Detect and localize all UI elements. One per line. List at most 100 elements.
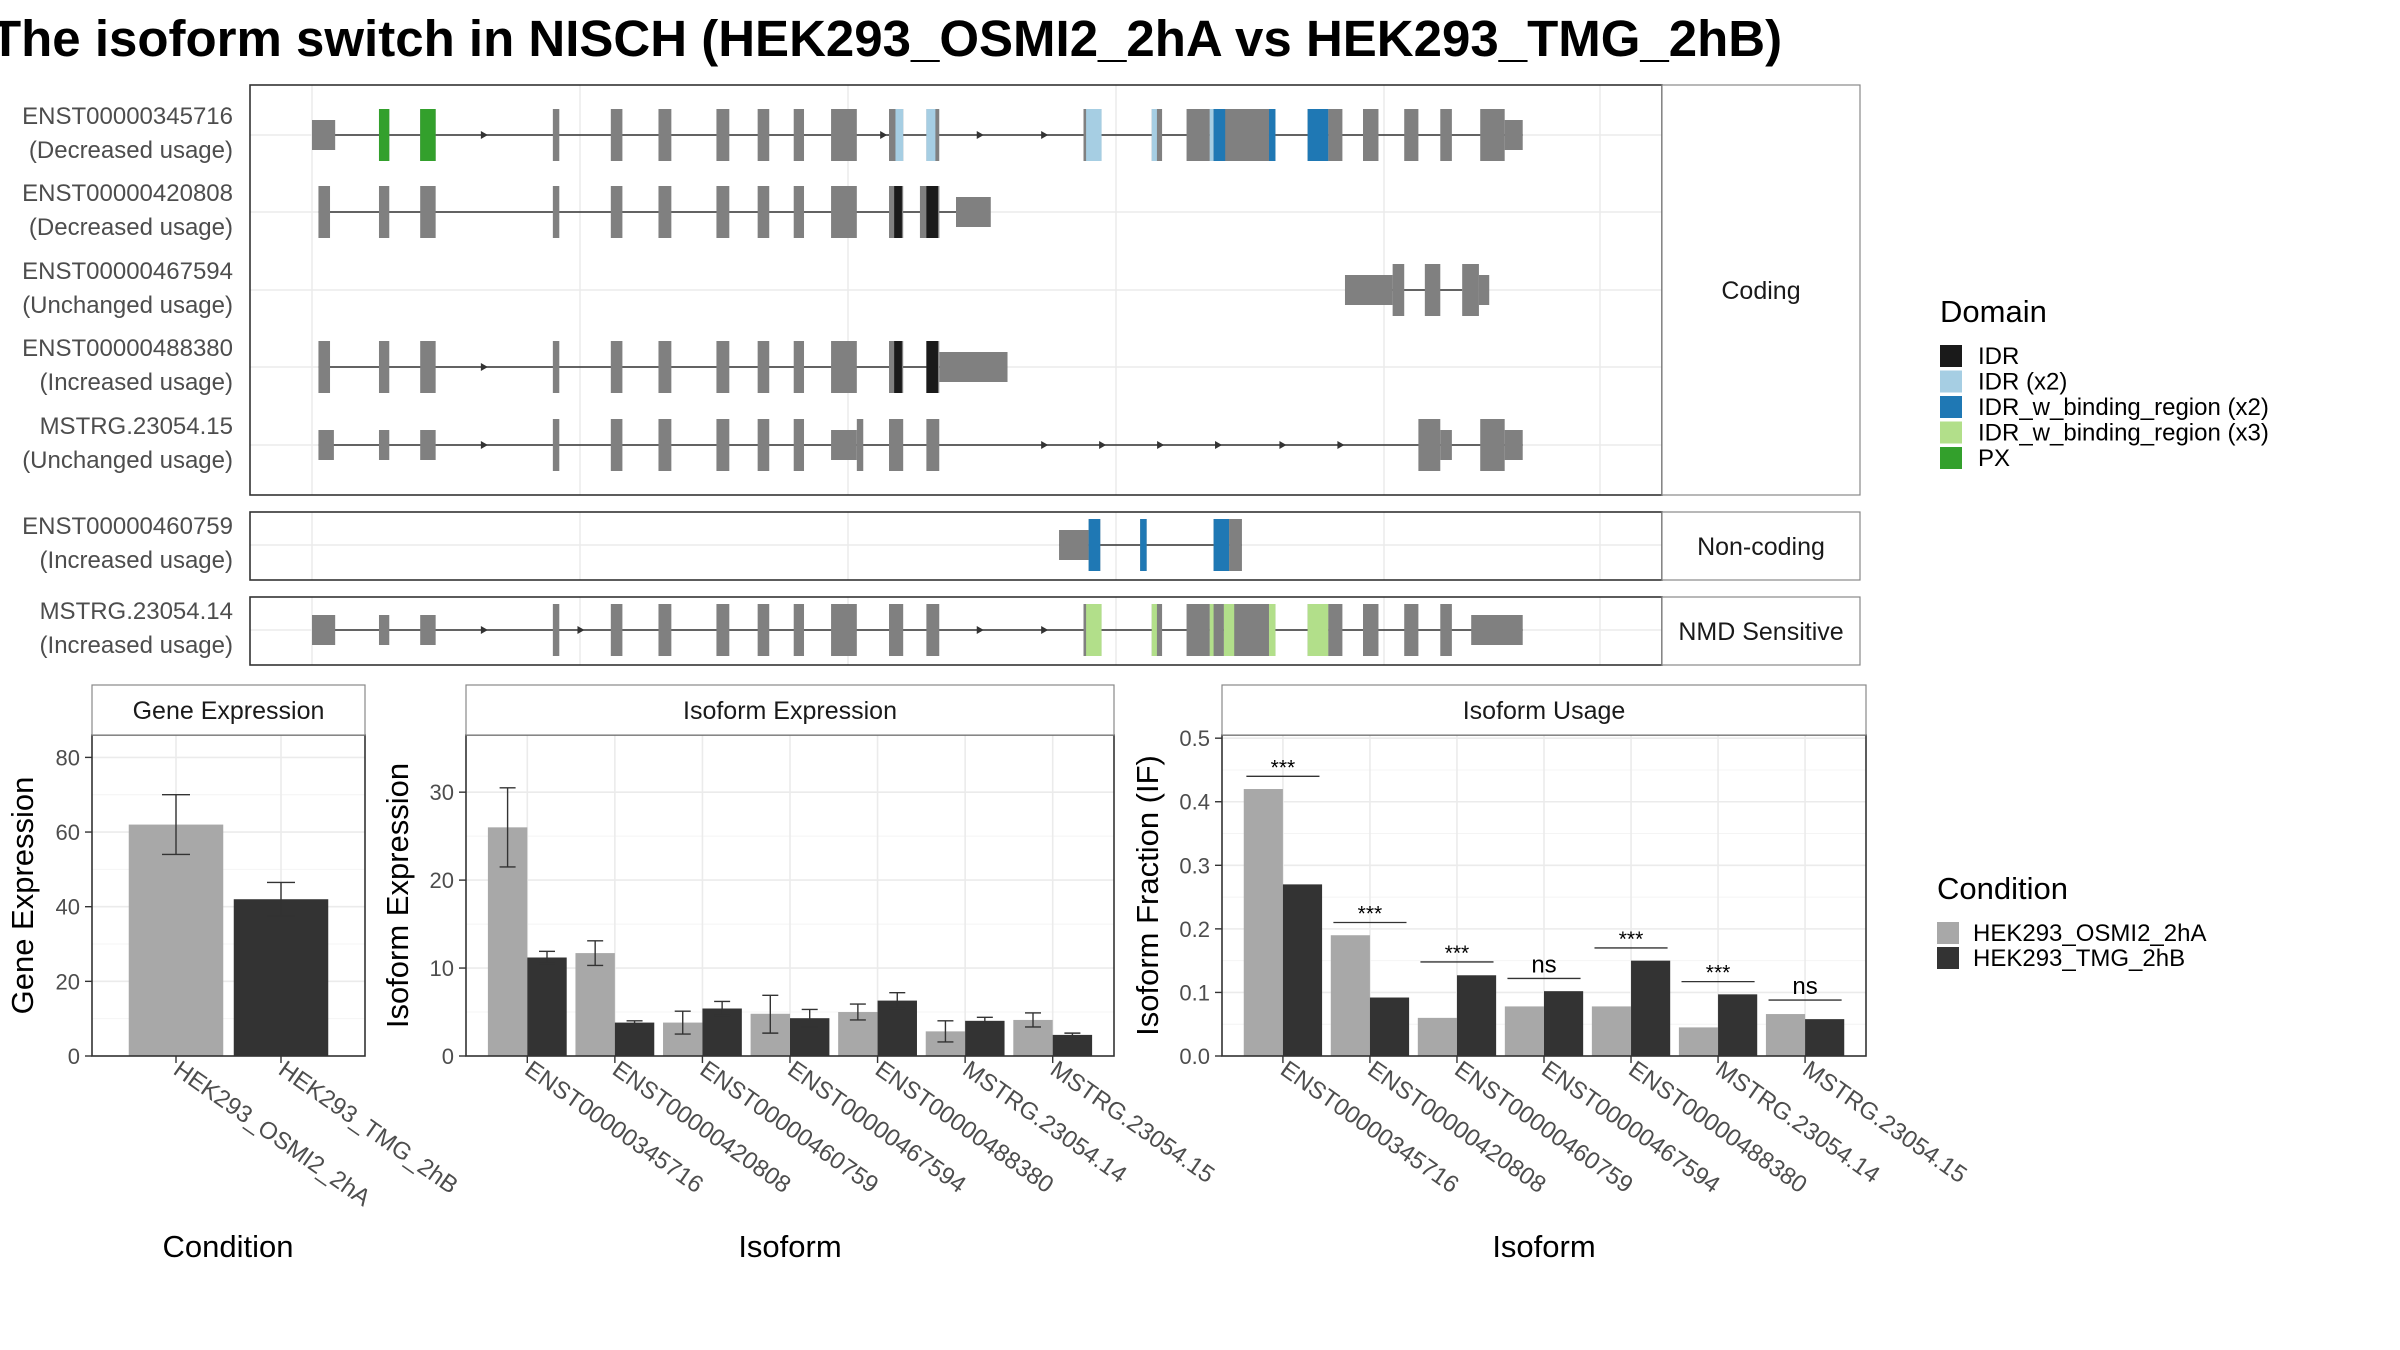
domain-block bbox=[895, 109, 904, 161]
significance-label: *** bbox=[1706, 962, 1731, 985]
coding-exon bbox=[658, 604, 672, 656]
bar bbox=[527, 957, 567, 1056]
coding-exon bbox=[831, 109, 857, 161]
utr-exon bbox=[1504, 430, 1523, 460]
domain-block bbox=[1209, 109, 1214, 161]
coding-exon bbox=[552, 419, 560, 471]
condition-legend-key bbox=[1937, 922, 1959, 944]
coding-exon bbox=[831, 186, 857, 238]
utr-exon bbox=[378, 615, 390, 645]
coding-exon bbox=[1480, 109, 1505, 161]
coding-exon bbox=[1363, 109, 1379, 161]
x-axis-title: Condition bbox=[163, 1229, 294, 1264]
y-tick-label: 0.1 bbox=[1179, 980, 1210, 1005]
figure-title: The isoform switch in NISCH (HEK293_OSMI… bbox=[0, 10, 1782, 67]
direction-arrow bbox=[1157, 441, 1165, 449]
bar bbox=[877, 1000, 917, 1056]
condition-legend-key bbox=[1937, 947, 1959, 969]
utr-exon bbox=[1478, 275, 1490, 305]
utr-exon bbox=[831, 430, 857, 460]
bar bbox=[575, 953, 615, 1056]
bar bbox=[1805, 1019, 1845, 1056]
coding-exon bbox=[793, 419, 805, 471]
utr-exon bbox=[312, 120, 336, 150]
bar bbox=[1765, 1014, 1806, 1056]
bar bbox=[1678, 1027, 1719, 1056]
facet-non-coding: Non-coding ENST00000460759 (Increased usag… bbox=[22, 511, 1861, 581]
domain-block bbox=[894, 341, 902, 393]
coding-exon bbox=[716, 186, 730, 238]
transcript-usage-label: (Increased usage) bbox=[40, 547, 233, 574]
facet-strip bbox=[1661, 511, 1861, 581]
transcript-structure-plot: Coding ENST00000345716 (Decreased usage) EN… bbox=[22, 84, 1861, 666]
domain-block bbox=[926, 341, 938, 393]
transcript-usage-label: (Unchanged usage) bbox=[22, 292, 233, 319]
domain-legend-key bbox=[1940, 396, 1962, 418]
transcript-id-label: ENST00000420808 bbox=[22, 180, 233, 207]
condition-legend-label: HEK293_TMG_2hB bbox=[1973, 945, 2185, 972]
facet-strip bbox=[1661, 84, 1861, 496]
significance-label: ns bbox=[1792, 973, 1817, 1000]
coding-exon bbox=[318, 341, 331, 393]
bar bbox=[1417, 1017, 1457, 1056]
utr-exon bbox=[1471, 615, 1523, 645]
x-axis-title: Isoform bbox=[738, 1229, 841, 1264]
facet-strip bbox=[1661, 596, 1861, 666]
bar bbox=[1369, 997, 1410, 1056]
coding-exon bbox=[1328, 604, 1343, 656]
direction-arrow bbox=[1041, 441, 1049, 449]
bar bbox=[233, 899, 329, 1056]
y-tick-label: 80 bbox=[56, 745, 80, 770]
coding-exon bbox=[552, 109, 560, 161]
bar bbox=[1504, 1006, 1544, 1056]
coding-exon bbox=[1418, 419, 1441, 471]
y-tick-label: 0.4 bbox=[1179, 790, 1210, 815]
coding-exon bbox=[610, 186, 623, 238]
coding-exon bbox=[889, 604, 904, 656]
bar bbox=[1591, 1006, 1632, 1056]
coding-exon bbox=[610, 341, 623, 393]
coding-exon bbox=[757, 186, 770, 238]
utr-exon bbox=[420, 615, 436, 645]
bar bbox=[128, 824, 224, 1056]
domain-block bbox=[1307, 109, 1329, 161]
isoform-usage-panel: *** *** *** ns *** *** ns Isoform Usage 0.0 0.1 0.… bbox=[1130, 684, 1972, 1264]
direction-arrow bbox=[1041, 131, 1049, 139]
coding-exon bbox=[378, 186, 390, 238]
x-tick-label: MSTRG.23054.15 bbox=[1045, 1056, 1219, 1189]
utr-exon bbox=[318, 430, 334, 460]
domain-block bbox=[378, 109, 390, 161]
utr-exon bbox=[420, 430, 436, 460]
y-tick-label: 30 bbox=[430, 780, 454, 805]
y-tick-label: 60 bbox=[56, 820, 80, 845]
domain-block bbox=[1140, 519, 1147, 571]
coding-exon bbox=[926, 419, 940, 471]
coding-exon bbox=[1229, 519, 1242, 571]
bar bbox=[1631, 960, 1671, 1056]
coding-exon bbox=[1462, 264, 1479, 316]
y-axis-title: Isoform Fraction (IF) bbox=[1130, 755, 1165, 1036]
domain-legend-label: PX bbox=[1978, 445, 2010, 472]
transcript-id-label: MSTRG.23054.15 bbox=[40, 413, 233, 440]
coding-exon bbox=[658, 419, 672, 471]
x-tick-label: MSTRG.23054.15 bbox=[1798, 1056, 1972, 1189]
significance-label: *** bbox=[1619, 928, 1644, 951]
x-axis-title: Isoform bbox=[1492, 1229, 1595, 1264]
domain-block bbox=[1086, 604, 1102, 656]
coding-exon bbox=[1186, 109, 1210, 161]
coding-exon bbox=[610, 109, 623, 161]
transcript-id-label: ENST00000467594 bbox=[22, 258, 233, 285]
coding-exon bbox=[610, 419, 623, 471]
coding-exon bbox=[1480, 419, 1505, 471]
bar bbox=[1544, 991, 1584, 1056]
coding-exon bbox=[552, 341, 560, 393]
utr-exon bbox=[1504, 120, 1523, 150]
panel-border bbox=[249, 511, 1663, 581]
panel-title: Isoform Usage bbox=[1463, 697, 1626, 725]
bar bbox=[1330, 935, 1370, 1056]
direction-arrow bbox=[1279, 441, 1287, 449]
coding-exon bbox=[757, 604, 770, 656]
bar bbox=[1052, 1034, 1093, 1056]
x-tick-label: HEK293_OSMI2_2hA bbox=[169, 1056, 376, 1212]
bar bbox=[1282, 884, 1323, 1056]
